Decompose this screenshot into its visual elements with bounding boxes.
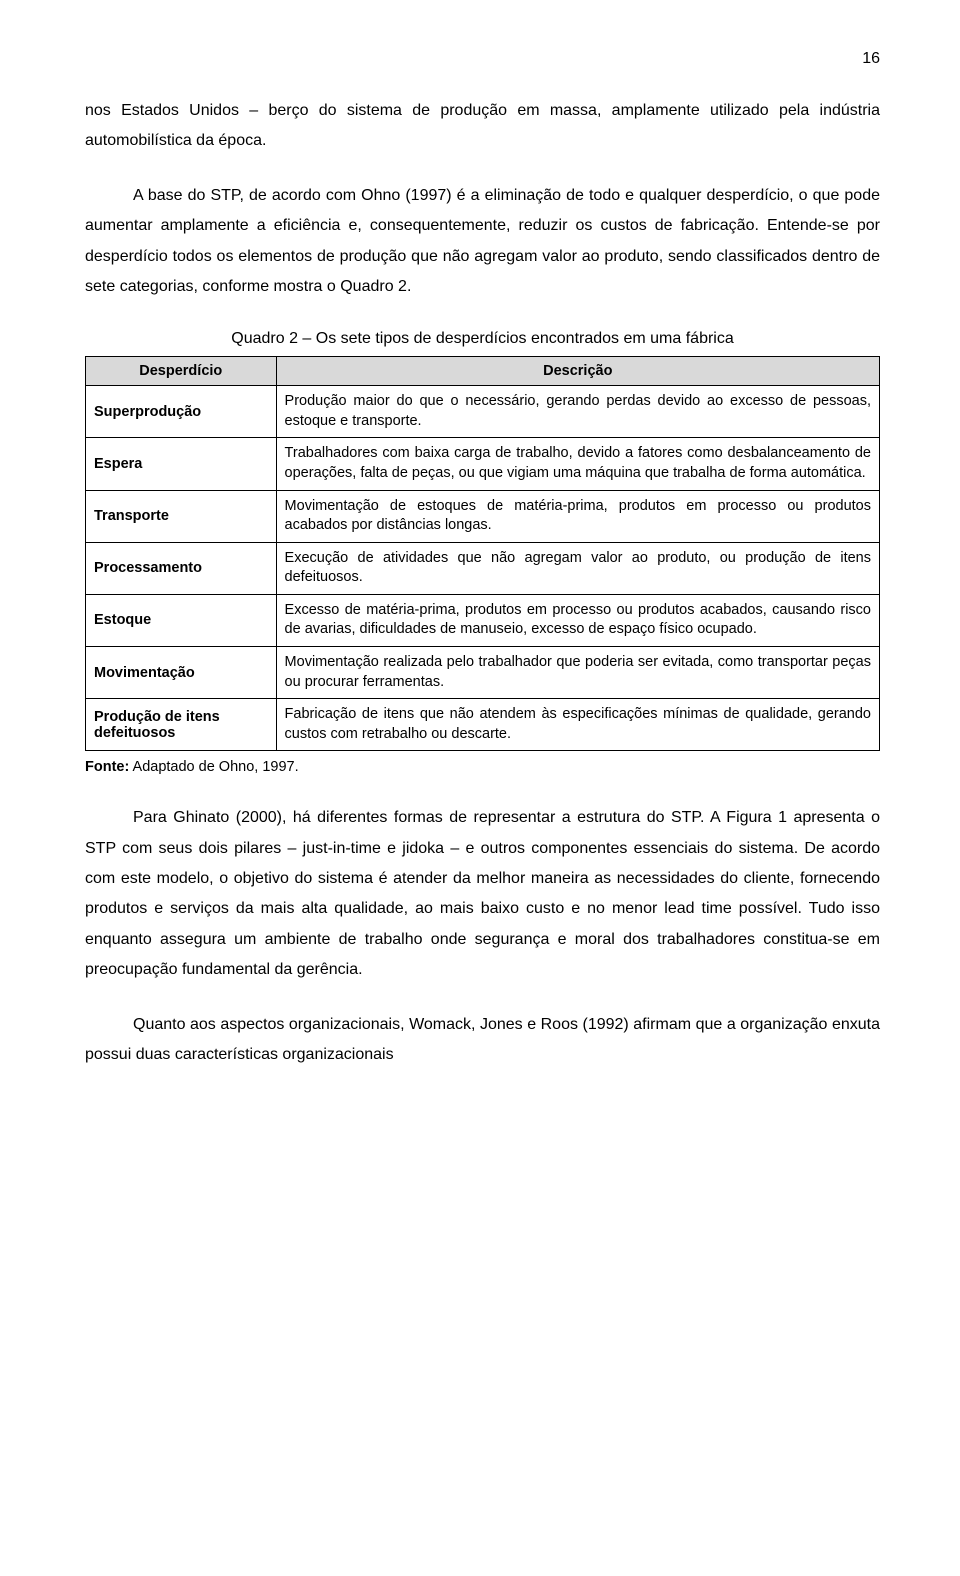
table-row: Espera Trabalhadores com baixa carga de …	[86, 438, 880, 490]
table-source: Fonte: Adaptado de Ohno, 1997.	[85, 759, 880, 775]
table-header-row: Desperdício Descrição	[86, 357, 880, 386]
table-row: Processamento Execução de atividades que…	[86, 542, 880, 594]
table-row: Estoque Excesso de matéria-prima, produt…	[86, 594, 880, 646]
page-number: 16	[85, 50, 880, 68]
row-label: Movimentação	[86, 646, 277, 698]
row-desc: Excesso de matéria-prima, produtos em pr…	[276, 594, 879, 646]
row-label: Transporte	[86, 490, 277, 542]
table-row: Transporte Movimentação de estoques de m…	[86, 490, 880, 542]
table-row: Superprodução Produção maior do que o ne…	[86, 386, 880, 438]
row-desc: Execução de atividades que não agregam v…	[276, 542, 879, 594]
row-label: Superprodução	[86, 386, 277, 438]
table-title: Quadro 2 – Os sete tipos de desperdícios…	[85, 330, 880, 348]
paragraph-4: Quanto aos aspectos organizacionais, Wom…	[85, 1010, 880, 1071]
row-desc: Movimentação de estoques de matéria-prim…	[276, 490, 879, 542]
source-label: Fonte:	[85, 759, 129, 775]
row-label: Produção de itens defeituosos	[86, 699, 277, 751]
row-label: Espera	[86, 438, 277, 490]
source-text: Adaptado de Ohno, 1997.	[129, 759, 298, 775]
table-row: Produção de itens defeituosos Fabricação…	[86, 699, 880, 751]
header-desperdicio: Desperdício	[86, 357, 277, 386]
header-descricao: Descrição	[276, 357, 879, 386]
wastes-table: Desperdício Descrição Superprodução Prod…	[85, 356, 880, 751]
row-desc: Fabricação de itens que não atendem às e…	[276, 699, 879, 751]
paragraph-2: A base do STP, de acordo com Ohno (1997)…	[85, 181, 880, 303]
table-row: Movimentação Movimentação realizada pelo…	[86, 646, 880, 698]
paragraph-1: nos Estados Unidos – berço do sistema de…	[85, 96, 880, 157]
row-desc: Movimentação realizada pelo trabalhador …	[276, 646, 879, 698]
row-desc: Trabalhadores com baixa carga de trabalh…	[276, 438, 879, 490]
row-desc: Produção maior do que o necessário, gera…	[276, 386, 879, 438]
row-label: Estoque	[86, 594, 277, 646]
paragraph-3: Para Ghinato (2000), há diferentes forma…	[85, 803, 880, 985]
row-label: Processamento	[86, 542, 277, 594]
